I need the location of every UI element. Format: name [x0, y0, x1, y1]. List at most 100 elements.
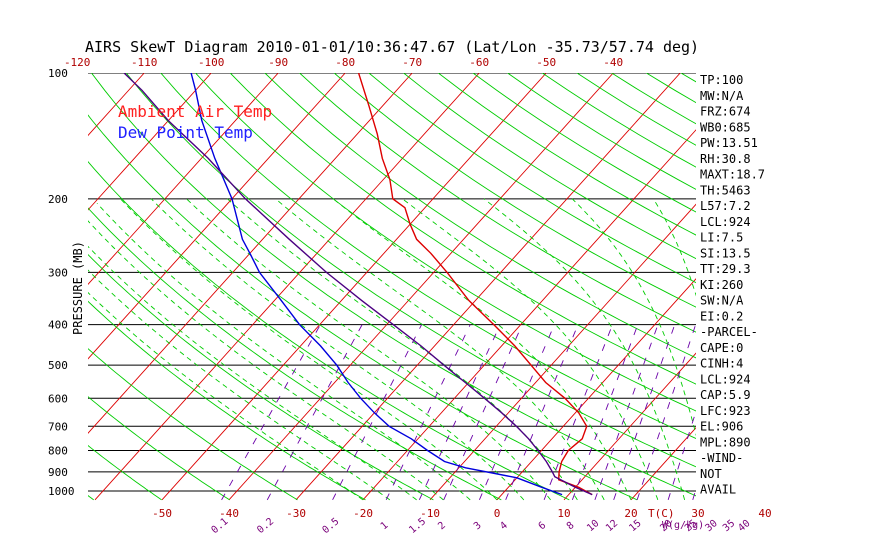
mixing-ratio-tick-label: 4: [498, 520, 510, 532]
mixing-ratio-line: [613, 324, 676, 501]
isotherm-line: [765, 73, 870, 500]
moist-adiabat-line: [402, 198, 659, 501]
mixing-ratio-tick-label: 30: [703, 518, 719, 534]
stat-item: NOT: [700, 467, 722, 481]
mixing-ratio-line: [443, 324, 523, 501]
pressure-tick-label: 700: [48, 420, 68, 433]
chart-title: AIRS SkewT Diagram 2010-01-01/10:36:47.6…: [85, 38, 699, 56]
pressure-tick-label: 1000: [48, 485, 75, 498]
mixing-ratio-tick-label: 1: [379, 520, 391, 532]
bottom-temp-tick-label: 30: [691, 507, 704, 520]
mixing-ratio-tick-label: 12: [604, 518, 620, 534]
dry-adiabat-line: [403, 73, 696, 260]
stat-item: -PARCEL-: [700, 325, 758, 339]
isotherm-line: [94, 73, 480, 501]
mixing-ratio-line: [332, 324, 422, 501]
isotherm-line: [630, 426, 696, 501]
dry-adiabat-line: [264, 73, 696, 359]
pressure-tick-label: 400: [48, 319, 68, 332]
dry-adiabat-line: [88, 207, 502, 501]
dry-adiabat-line: [646, 73, 696, 104]
mixing-ratio-tick-label: 10: [585, 518, 601, 534]
stat-item: KI:260: [700, 278, 743, 292]
legend-dew-point-temp: Dew Point Temp: [118, 123, 253, 142]
stat-item: SI:13.5: [700, 246, 751, 260]
parcel-line: [123, 73, 593, 496]
stat-item: SW:N/A: [700, 294, 744, 308]
stat-item: WB0:685: [700, 120, 751, 134]
moist-adiabat-line: [120, 198, 498, 501]
isotherm-line: [832, 73, 870, 500]
moist-adiabat-line: [88, 245, 417, 501]
dry-adiabat-line: [160, 73, 696, 440]
mixing-ratio-line: [221, 324, 321, 501]
dry-adiabat-line: [88, 396, 230, 501]
top-temp-tick-label: -80: [335, 56, 355, 69]
bottom-temp-tick-label: -30: [286, 507, 306, 520]
top-temp-tick-label: -100: [198, 56, 225, 69]
stat-item: CINH:4: [700, 357, 743, 371]
bottom-temp-tick-label: 0: [494, 507, 501, 520]
ambient-air-temp-line: [357, 73, 593, 496]
mixing-ratio-tick-label: 3: [472, 520, 484, 532]
mixing-ratio-line: [746, 325, 792, 500]
dew-point-temp-line: [190, 73, 563, 496]
isotherm-line: [362, 129, 696, 501]
y-axis-label: PRESSURE (MB): [71, 241, 85, 335]
bottom-temp-tick-label: -50: [152, 507, 172, 520]
stat-item: -WIND-: [700, 451, 743, 465]
moist-adiabat-line: [88, 269, 391, 501]
mixing-ratio-line: [479, 324, 555, 501]
dry-adiabat-line: [88, 445, 162, 501]
isotherm-line: [88, 73, 346, 360]
moist-adiabat-line: [88, 220, 444, 501]
mixing-ratio-line: [266, 324, 363, 501]
mixing-ratio-tick-label: 8: [565, 520, 577, 532]
top-temp-tick-label: -110: [131, 56, 158, 69]
dry-adiabat-line: [368, 73, 696, 284]
moist-adiabat-line: [275, 198, 605, 501]
stat-item: TT:29.3: [700, 262, 751, 276]
stat-item: EI:0.2: [700, 309, 743, 323]
stat-item: CAP:5.9: [700, 388, 751, 402]
dry-adiabat-line: [229, 73, 696, 385]
stat-item: PW:13.51: [700, 136, 758, 150]
stat-item: EL:906: [700, 420, 743, 434]
stat-item: LFC:923: [700, 404, 751, 418]
top-temp-tick-label: -40: [603, 56, 623, 69]
isotherm-line: [161, 73, 547, 501]
moist-adiabat-line: [774, 199, 792, 500]
isotherm-line: [563, 352, 696, 501]
pressure-tick-label: 800: [48, 444, 68, 457]
stat-item: MPL:890: [700, 435, 751, 449]
bottom-temp-tick-label: -40: [219, 507, 239, 520]
dry-adiabat-line: [0, 73, 26, 500]
bottom-temp-tick-label: 20: [624, 507, 637, 520]
stat-item: TP:100: [700, 73, 743, 87]
moist-adiabat-line: [150, 198, 525, 501]
bottom-temp-tick-label: -20: [353, 507, 373, 520]
top-temp-tick-label: -90: [268, 56, 288, 69]
mixing-ratio-line: [594, 324, 659, 501]
mixing-ratio-tick-label: 6: [537, 520, 549, 532]
bottom-temp-tick-label: 40: [758, 507, 771, 520]
mixing-ratio-tick-label: 2: [436, 520, 448, 532]
dry-adiabat-line: [91, 73, 696, 497]
stat-item: FRZ:674: [700, 105, 751, 119]
pressure-tick-label: 300: [48, 266, 68, 279]
dry-adiabat-line: [88, 161, 570, 501]
dry-adiabat-line: [125, 73, 696, 468]
mixing-ratio-line: [418, 324, 501, 501]
bottom-temp-tick-label: 10: [557, 507, 570, 520]
isotherm-line: [0, 73, 77, 500]
dry-adiabat-line: [195, 73, 696, 412]
stat-item: LCL:924: [700, 215, 751, 229]
moist-adiabat-line: [227, 198, 578, 501]
mixing-ratio-tick-label: 0.5: [321, 516, 342, 536]
moist-adiabat-line: [332, 198, 632, 501]
moist-adiabat-line: [483, 198, 686, 500]
top-temp-tick-label: -120: [64, 56, 91, 69]
dry-adiabat-line: [88, 253, 434, 501]
mixing-ratio-unit-label: W(g/kg): [662, 520, 704, 531]
